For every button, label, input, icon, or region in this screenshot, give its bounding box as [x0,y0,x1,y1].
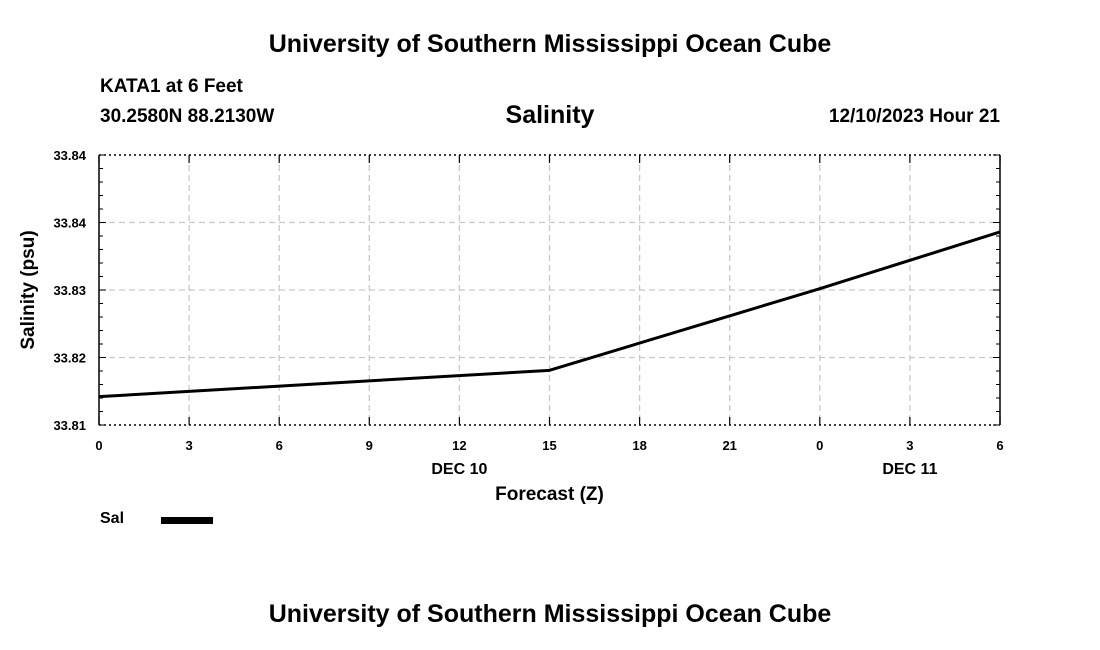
forecast-datetime: 12/10/2023 Hour 21 [828,106,1000,127]
coordinates-label: 30.2580N 88.2130W [100,106,275,127]
x-tick-label: 21 [722,438,736,453]
x-axis-title: Forecast (Z) [495,484,604,505]
x-date-label: DEC 11 [882,461,937,478]
x-tick-label: 12 [452,438,466,453]
y-tick-label: 33.83 [53,283,86,298]
x-tick-label: 6 [276,438,283,453]
y-tick-label: 33.84 [53,148,86,163]
x-tick-label: 9 [366,438,373,453]
chart-title: Salinity [505,101,595,129]
series-line-salinity [98,230,1001,399]
x-tick-label: 3 [185,438,192,453]
x-date-label: DEC 10 [431,461,487,478]
y-tick-label: 33.82 [53,351,86,366]
chart-bottom-title: University of Southern Mississippi Ocean… [268,600,832,628]
x-tick-label: 18 [632,438,646,453]
y-tick-label: 33.81 [53,418,86,433]
x-tick-label: 15 [542,438,556,453]
legend-swatch [161,517,213,524]
x-tick-label: 6 [996,438,1003,453]
y-axis-title: Salinity (psu) [18,230,39,349]
legend-label: Sal [100,510,125,527]
y-tick-label: 33.84 [53,216,86,231]
x-tick-label: 0 [816,438,823,453]
x-tick-label: 0 [95,438,102,453]
x-tick-label: 3 [906,438,913,453]
chart-top-title: University of Southern Mississippi Ocean… [268,30,832,58]
station-label: KATA1 at 6 Feet [100,76,243,97]
